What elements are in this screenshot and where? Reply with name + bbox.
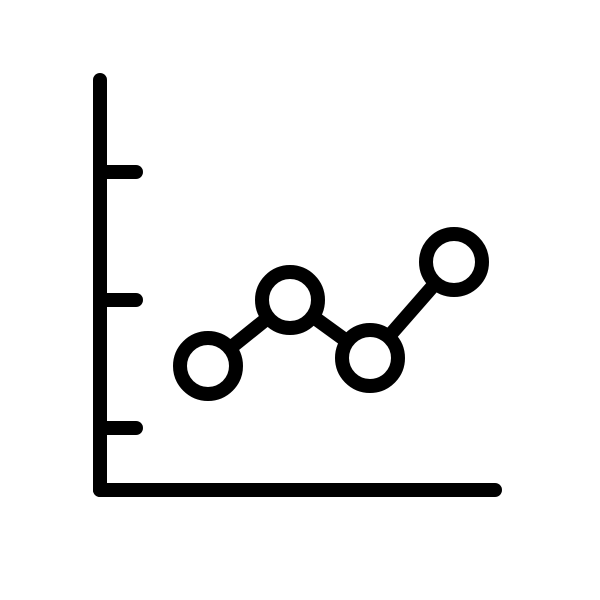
line-chart-icon (0, 0, 600, 600)
chart-svg (0, 0, 600, 600)
